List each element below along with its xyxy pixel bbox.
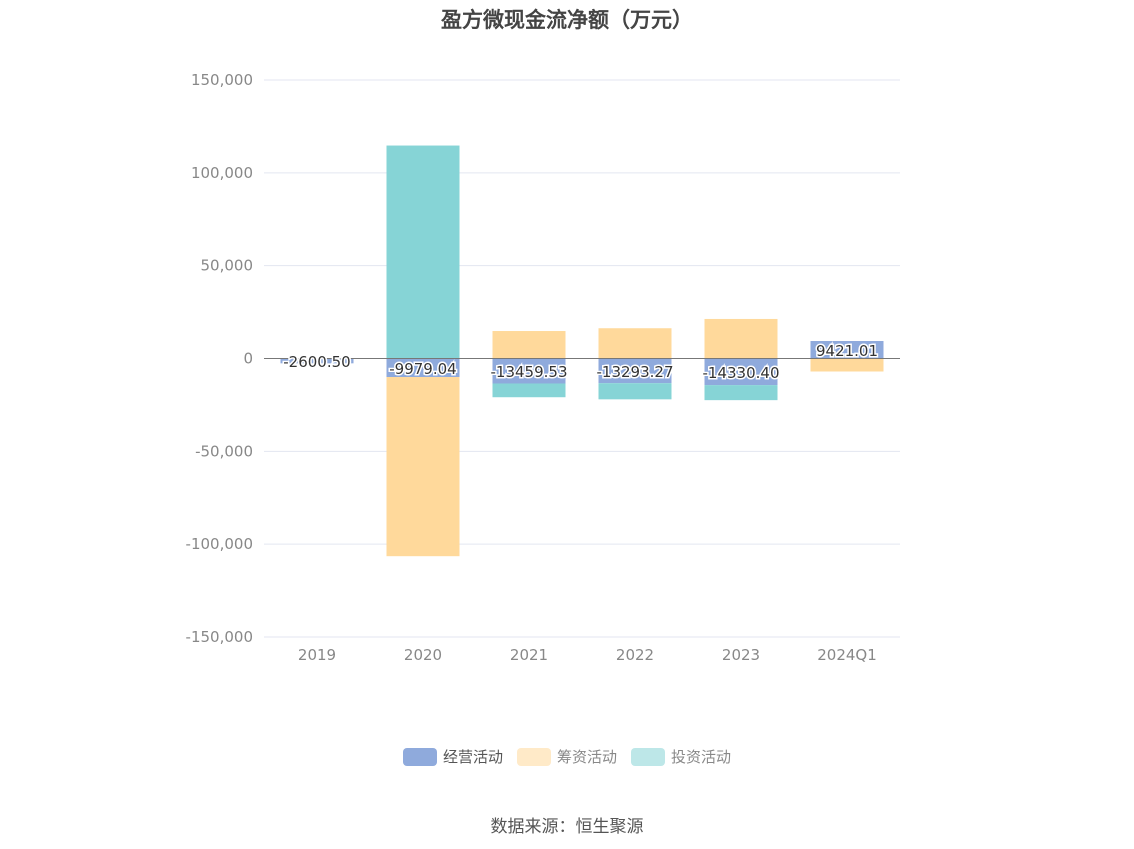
- y-tick-label: 100,000: [191, 164, 253, 182]
- data-label: -9979.04: [389, 360, 456, 378]
- axis-labels: 150,000 100,000 50,000 0 -50,000 -100,000 -150…: [186, 71, 877, 664]
- x-tick-label: 2020: [404, 646, 442, 664]
- bar[interactable]: [598, 328, 672, 359]
- bars: [280, 145, 884, 557]
- bar[interactable]: [598, 383, 672, 400]
- legend-label: 投资活动: [671, 748, 732, 766]
- x-tick-label: 2022: [616, 646, 654, 664]
- legend-label: 筹资活动: [556, 748, 617, 766]
- bar[interactable]: [598, 358, 672, 384]
- legend-label: 经营活动: [442, 748, 503, 766]
- legend-item[interactable]: 筹资活动: [516, 746, 617, 767]
- bar[interactable]: [386, 358, 460, 378]
- legend-swatch: [516, 747, 551, 766]
- grid-lines: [264, 79, 900, 638]
- bar[interactable]: [280, 358, 354, 364]
- data-labels: -2600.50 -9979.04 -13459.53 -13293.27 -14330…: [282, 340, 880, 383]
- bar[interactable]: [492, 331, 566, 359]
- bar[interactable]: [704, 385, 778, 401]
- bar[interactable]: [492, 383, 566, 398]
- y-tick-label: 50,000: [201, 257, 254, 275]
- x-tick-label: 2019: [298, 646, 336, 664]
- y-tick-label: 150,000: [191, 71, 253, 89]
- data-source: 数据来源：恒生聚源: [490, 817, 644, 837]
- bar[interactable]: [386, 377, 460, 557]
- data-label: -14330.40: [703, 364, 780, 382]
- legend[interactable]: 经营活动 筹资活动 投资活动: [0, 746, 1134, 767]
- bar[interactable]: [704, 358, 778, 386]
- data-label: -13459.53: [491, 363, 568, 381]
- bar[interactable]: [810, 358, 884, 372]
- data-label: -2600.50: [283, 353, 350, 371]
- y-tick-label: -150,000: [186, 628, 253, 646]
- legend-item[interactable]: 经营活动: [402, 746, 503, 767]
- data-label: -13293.27: [597, 363, 674, 381]
- y-tick-label: -100,000: [186, 535, 253, 553]
- x-tick-label: 2021: [510, 646, 548, 664]
- legend-item[interactable]: 投资活动: [631, 746, 731, 767]
- legend-swatch: [402, 747, 437, 766]
- chart-title: 盈方微现金流净额（万元）: [441, 8, 693, 32]
- y-tick-label: 0: [243, 350, 253, 368]
- bar[interactable]: [810, 341, 884, 359]
- x-tick-label: 2024Q1: [817, 646, 877, 664]
- bar[interactable]: [386, 145, 460, 359]
- y-tick-label: -50,000: [195, 442, 253, 460]
- legend-swatch: [631, 747, 665, 766]
- cash-flow-chart: -2600.50 -9979.04 -13459.53 -13293.27 -14330…: [186, 71, 900, 664]
- bar[interactable]: [704, 318, 778, 359]
- bar[interactable]: [492, 358, 566, 384]
- data-label: 9421.01: [816, 342, 878, 360]
- x-tick-label: 2023: [722, 646, 760, 664]
